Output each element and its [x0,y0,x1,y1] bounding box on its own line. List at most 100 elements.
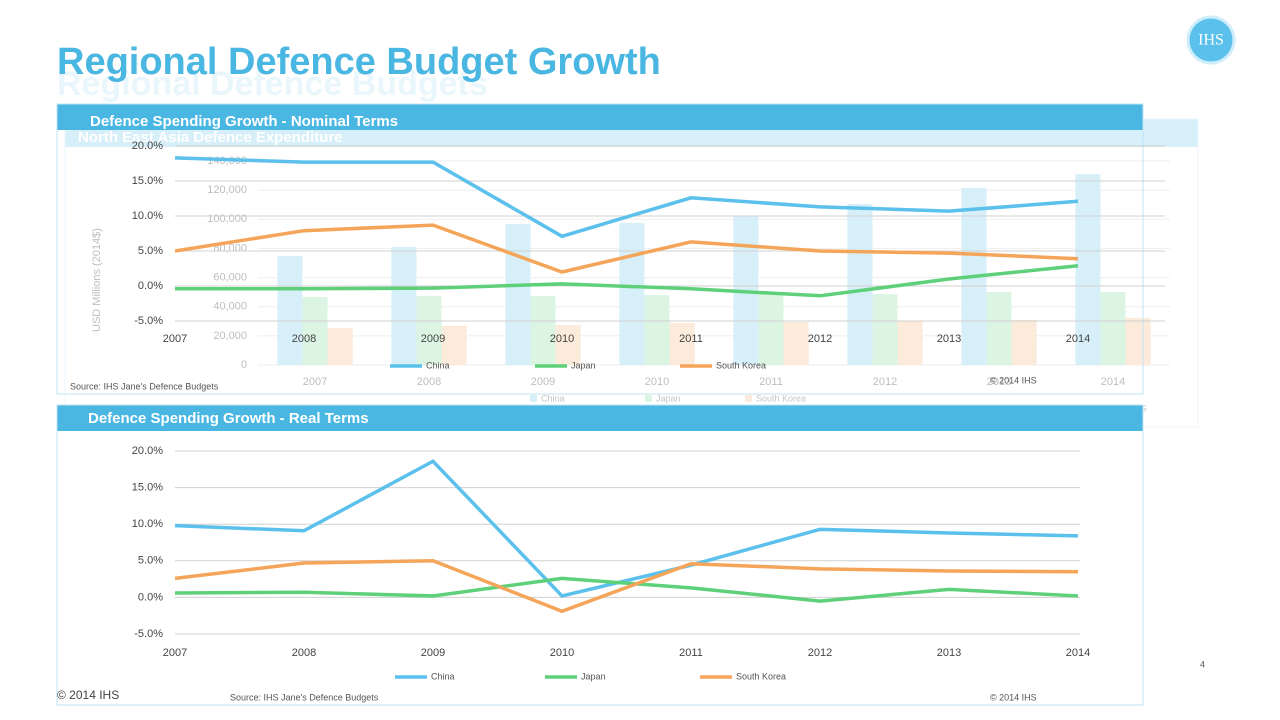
bar [897,320,923,365]
legend-label: China [431,671,455,681]
copyright: © 2014 IHS [990,692,1037,702]
y-tick-label: 100,000 [207,213,247,225]
legend-swatch [530,395,537,402]
legend-label: South Korea [736,671,786,681]
y-tick-label: -5.0% [134,315,163,327]
bar [277,256,303,365]
y-tick-label: 40,000 [213,301,247,313]
y-axis-label: USD Millions (2014$) [91,228,103,332]
bar [619,222,645,365]
y-tick-label: 0.0% [138,591,163,603]
y-tick-label: 15.0% [132,175,163,187]
legend-swatch [645,395,652,402]
legend-swatch [745,395,752,402]
bar [327,327,353,365]
chart-frame [56,103,1144,395]
legend-label: China [541,393,565,403]
y-tick-label: 20.0% [132,445,163,457]
x-tick-label: 2011 [679,333,703,345]
y-tick-label: 10.0% [132,210,163,222]
y-tick-label: 0 [241,359,247,371]
page-number: 4 [1200,659,1205,669]
bar [1011,319,1037,365]
y-tick-label: 10.0% [132,518,163,530]
x-tick-label: 2013 [987,376,1011,388]
logo [1186,15,1236,65]
x-tick-label: 2014 [1066,333,1090,345]
x-tick-label: 2008 [292,333,316,345]
bar [505,223,531,365]
bar [555,324,581,365]
y-tick-label: 5.0% [138,555,163,567]
bar [302,296,328,365]
legend-label: South Korea [756,393,806,403]
footer-copyright: © 2014 IHS [57,688,119,702]
x-tick-label: 2012 [873,376,897,388]
line-series [174,576,1079,603]
x-tick-label: 2012 [808,647,832,659]
y-tick-label: 20,000 [213,330,247,342]
x-tick-label: 2011 [759,376,783,388]
bar [669,323,695,365]
bar [530,295,556,365]
chart-title: Defence Spending Growth - Real Terms [88,410,369,427]
bar [441,325,467,365]
source: Source: IHS Jane's Defence Budgets [230,692,379,702]
y-tick-label: 5.0% [138,245,163,257]
y-tick-label: 0.0% [138,280,163,292]
line-series [174,156,1079,239]
x-tick-label: 2010 [550,647,574,659]
x-tick-label: 2012 [808,333,832,345]
legend-label: Japan [571,360,596,370]
chart-header-band [57,405,1143,431]
x-tick-label: 2010 [645,376,669,388]
y-tick-label: 120,000 [207,184,247,196]
ghost-title: Regional Defence Budgets [57,65,488,103]
line-series [174,459,1079,598]
y-tick-label: 60,000 [213,271,247,283]
bar [1125,317,1151,365]
bar [847,203,873,365]
y-tick-label: 15.0% [132,482,163,494]
bar [391,246,417,365]
line-series [174,559,1079,614]
chart-header-band [57,104,1143,130]
x-tick-label: 2013 [937,333,961,345]
bar [783,322,809,365]
x-tick-label: 2007 [303,376,327,388]
y-tick-label: 20.0% [132,140,163,152]
x-tick-label: 2011 [679,647,703,659]
x-tick-label: 2009 [531,376,555,388]
line-series [174,223,1079,274]
x-tick-label: 2008 [292,647,316,659]
chart-frame [56,404,1144,706]
x-tick-label: 2009 [421,333,445,345]
bar [416,295,442,365]
bar [758,293,784,365]
x-tick-label: 2010 [550,333,574,345]
x-tick-label: 2008 [417,376,441,388]
x-tick-label: 2007 [163,333,187,345]
y-tick-label: -5.0% [134,628,163,640]
bar [644,295,670,365]
x-tick-label: 2013 [937,647,961,659]
charts: Defence Spending Growth - Nominal Terms -… [70,113,1165,702]
x-tick-label: 2009 [421,647,445,659]
bar [986,291,1012,365]
bar [872,294,898,365]
x-tick-label: 2014 [1066,647,1090,659]
bar [1100,291,1126,365]
chart-title: Defence Spending Growth - Nominal Terms [90,113,398,130]
source: Source: IHS Jane's Defence Budgets [70,381,219,391]
legend-label: South Korea [716,360,766,370]
copyright: © 2014 IHS [990,375,1037,385]
legend-label: Japan [581,671,606,681]
chart-title: North East Asia Defence Expenditure [78,129,343,146]
slide-title: Regional Defence Budget Growth [57,41,661,83]
x-tick-label: 2014 [1101,376,1125,388]
x-tick-label: 2007 [163,647,187,659]
legend-label: Japan [656,393,681,403]
legend-label: China [426,360,450,370]
bar [1075,174,1101,365]
